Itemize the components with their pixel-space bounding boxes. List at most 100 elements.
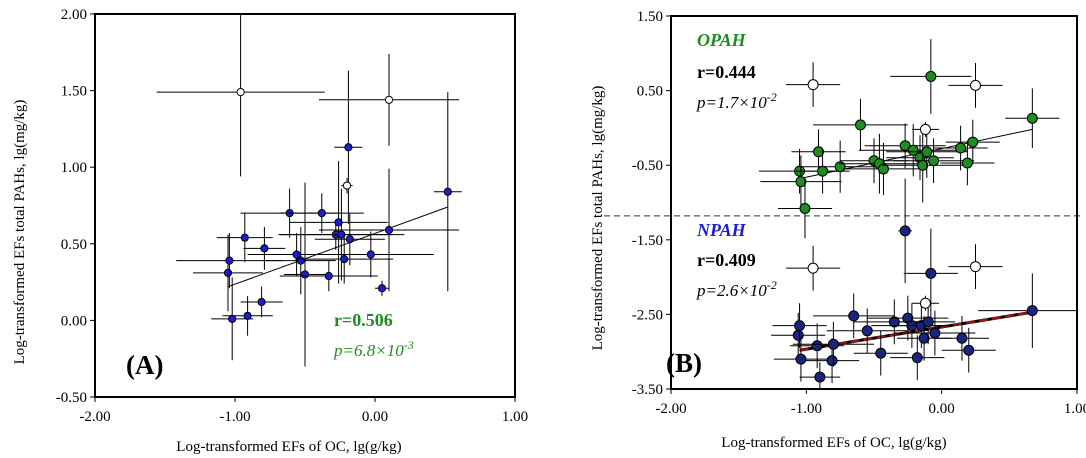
- opah-data-point: [967, 136, 979, 148]
- panel-a-fit-line: [227, 206, 448, 288]
- panel-b-outlier-point: [807, 79, 819, 91]
- panel-a-data-point: [340, 255, 349, 264]
- panel-b-x-tick-label: -1.00: [791, 401, 822, 417]
- panel-a-r-value: r=0.506: [334, 310, 393, 330]
- panel-a-y-tick-label: 0.50: [61, 237, 87, 253]
- npah-p-mantissa: p=2.6×10: [696, 281, 767, 300]
- panel-a-data-point: [243, 311, 252, 320]
- npah-data-point: [963, 344, 975, 356]
- panel-b: -2.00 -1.00 0.00 1.00 -3.50 -2.50 -1.50 -0.50 0.…: [590, 9, 1086, 451]
- panel-a-data-layer: [156, 14, 462, 367]
- npah-r-value: r=0.409: [697, 250, 756, 270]
- panel-b-x-tick-label: -2.00: [655, 401, 686, 417]
- opah-data-point: [925, 70, 937, 82]
- panel-a-data-point: [296, 256, 305, 265]
- npah-data-point: [929, 327, 941, 339]
- panel-b-plot-area: -2.00 -1.00 0.00 1.00 -3.50 -2.50 -1.50 -0.50 0.…: [604, 9, 1086, 417]
- panel-a-frame: [94, 13, 516, 398]
- panel-a-data-point: [337, 230, 346, 239]
- panel-a-data-point: [300, 270, 310, 279]
- panel-a-data-point: [443, 187, 452, 196]
- panel-a-plot-area: -2.00 -1.00 0.00 1.00 -0.50 0.00 0.50 1.00 1.50 2…: [56, 7, 528, 425]
- panel-a-data-point: [377, 284, 387, 293]
- opah-data-point: [921, 146, 933, 158]
- panel-a-xlabel: Log-transformed EFs of OC, lg(g/kg): [176, 439, 401, 455]
- npah-p-value: p=2.6×10-2: [696, 278, 777, 300]
- panel-b-xlabel: Log-transformed EFs of OC, lg(g/kg): [721, 435, 946, 451]
- opah-data-point: [799, 202, 811, 214]
- npah-data-point: [794, 320, 806, 332]
- opah-p-exponent: -2: [767, 90, 777, 104]
- npah-data-point: [899, 225, 911, 237]
- panel-b-outlier-point: [919, 123, 931, 135]
- npah-data-point: [814, 371, 826, 383]
- npah-p-exponent: -2: [767, 278, 777, 292]
- panel-b-label: (B): [666, 348, 702, 378]
- panel-a-y-tick-label: 0.00: [61, 313, 87, 329]
- panel-a-y-tick-label: 1.50: [61, 84, 87, 100]
- npah-data-point: [795, 353, 807, 365]
- panel-a-x-tick-label: 1.00: [502, 409, 528, 425]
- panel-a-x-tick-label: -1.00: [219, 409, 250, 425]
- npah-data-point: [811, 340, 823, 352]
- panel-a-label: (A): [126, 350, 163, 380]
- opah-r-value: r=0.444: [697, 62, 756, 82]
- panel-b-outlier-point: [919, 297, 931, 309]
- panel-b-y-tick-label: 1.50: [637, 9, 663, 25]
- panel-b-x-tick-label: 0.00: [929, 401, 955, 417]
- npah-data-point: [792, 329, 804, 341]
- npah-data-point: [861, 325, 873, 337]
- panel-a-x-tick-label: -2.00: [79, 409, 110, 425]
- npah-data-point: [1026, 305, 1038, 317]
- panel-a-outlier-point: [236, 88, 245, 97]
- panel-b-outlier-point: [807, 262, 819, 274]
- panel-a-y-tick-label: 2.00: [61, 7, 87, 23]
- panel-b-outlier-point: [970, 79, 981, 91]
- npah-data-point: [911, 352, 923, 364]
- npah-data-point: [922, 316, 934, 328]
- panel-a-data-point: [345, 235, 354, 244]
- npah-data-point: [918, 332, 930, 344]
- panel-b-y-tick-label: 0.50: [637, 84, 663, 100]
- panel-b-y-tick-label: -1.50: [632, 233, 663, 249]
- panel-a-y-tick-label: -0.50: [56, 390, 87, 406]
- npah-data-point: [826, 355, 838, 367]
- npah-data-point: [925, 267, 937, 279]
- opah-data-point: [1026, 112, 1038, 124]
- opah-data-point: [917, 159, 929, 171]
- npah-data-point: [888, 316, 900, 328]
- panel-b-x-tick-label: 1.00: [1064, 401, 1086, 417]
- panel-a-p-exponent: -3: [404, 338, 414, 352]
- panel-a-ylabel: Log-transformed EFs total PAHs, lg(mg/kg…: [12, 100, 28, 365]
- panel-a-x-tick-label: 0.00: [362, 409, 388, 425]
- opah-data-point: [928, 155, 940, 167]
- panel-a-data-point: [324, 271, 333, 281]
- opah-data-point: [854, 119, 866, 131]
- panel-a-data-point: [344, 143, 353, 152]
- panel-b-y-tick-label: -3.50: [632, 382, 663, 398]
- opah-data-point: [834, 161, 846, 173]
- npah-data-point: [827, 338, 839, 350]
- opah-p-value: p=1.7×10-2: [696, 90, 777, 112]
- opah-data-point: [961, 157, 973, 169]
- npah-data-point: [956, 332, 968, 344]
- opah-group-name: OPAH: [697, 30, 747, 50]
- panel-a-p-value: p=6.8×10-3: [333, 338, 414, 360]
- panel-a-outlier-point: [342, 181, 352, 190]
- npah-group-name: NPAH: [696, 220, 747, 240]
- panel-a-data-point: [334, 218, 343, 227]
- opah-data-point: [955, 142, 967, 154]
- panel-a-y-tick-label: 1.00: [61, 160, 87, 176]
- panel-a-data-point: [240, 233, 249, 242]
- panel-a-data-point: [317, 209, 326, 218]
- panel-b-frame: [670, 15, 1078, 390]
- opah-data-point: [877, 163, 889, 175]
- panel-a-data-point: [257, 297, 266, 307]
- panel-b-ylabel: Log-transformed EFs total PAHs, lg(mg/kg…: [590, 86, 606, 351]
- panel-a-data-point: [260, 244, 269, 253]
- panel-a-data-point: [223, 268, 233, 278]
- panel-a-data-point: [384, 225, 394, 235]
- opah-data-point: [817, 165, 829, 177]
- npah-data-point: [848, 310, 860, 322]
